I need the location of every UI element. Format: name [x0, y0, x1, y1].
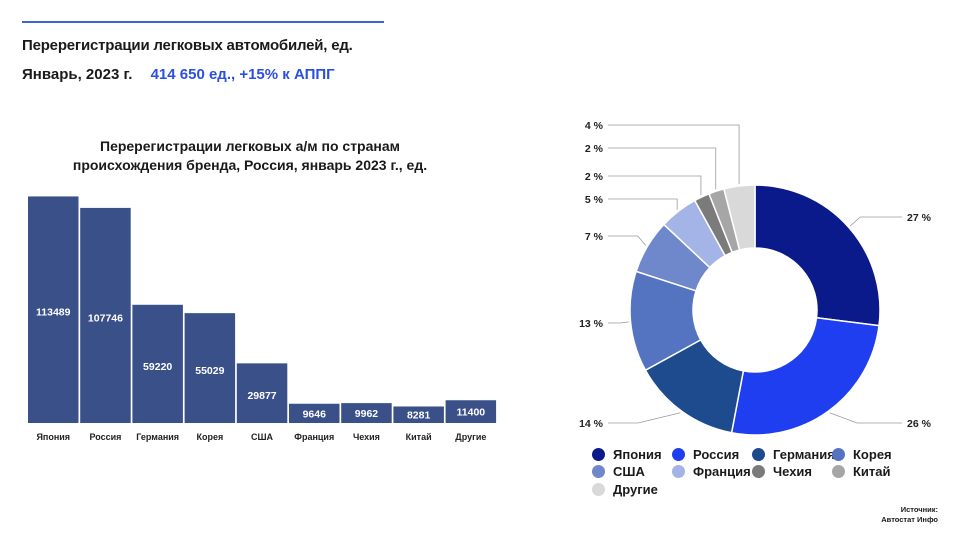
donut-leader-6: [608, 198, 678, 210]
legend-swatch-9: [592, 482, 605, 496]
legend-item-5: США: [592, 464, 672, 480]
bar-value-3: 59220: [143, 361, 172, 373]
donut-label-9: 4 %: [585, 120, 604, 132]
header-accent-line: [22, 21, 384, 23]
source-note: Источник: Автостат Инфо: [881, 505, 938, 525]
legend-item-6: Франция: [672, 464, 752, 480]
legend-label-5: США: [613, 464, 645, 479]
donut-label-6: 5 %: [585, 194, 604, 206]
legend-item-7: Чехия: [752, 464, 832, 480]
donut-slice-2: [730, 316, 880, 436]
bar-6: [289, 403, 340, 423]
legend-label-1: Япония: [613, 446, 662, 462]
legend-label-7: Чехия: [773, 464, 812, 479]
legend-swatch-4: [832, 447, 845, 461]
bar-8: [393, 406, 444, 423]
bar-category-8: Китай: [406, 432, 432, 442]
source-name: Автостат Инфо: [881, 515, 938, 524]
bar-category-1: Япония: [36, 432, 70, 442]
donut-label-7: 2 %: [585, 171, 604, 183]
bar-category-7: Чехия: [353, 432, 380, 442]
legend-swatch-7: [752, 465, 765, 478]
legend-item-3: Германия: [752, 446, 835, 462]
donut-label-5: 7 %: [585, 231, 604, 243]
donut-legend: Япония Россия Германия Корея США Франция Чехия…: [592, 446, 932, 499]
legend-label-2: Россия: [693, 446, 740, 462]
bar-1: [28, 196, 79, 423]
source-label: Источник:: [900, 505, 938, 514]
bar-value-1: 113489: [36, 307, 71, 319]
bar-value-6: 9646: [303, 408, 327, 420]
legend-item-1: Япония: [592, 446, 672, 462]
bar-chart-title: Перерегистрации легковых а/м по странам …: [60, 137, 440, 175]
legend-swatch-5: [592, 465, 605, 478]
bar-category-5: США: [251, 432, 274, 442]
legend-swatch-8: [832, 465, 845, 478]
donut-leader-3: [608, 412, 681, 424]
bar-chart: 113489 Япония 107746 Россия 59220 Германия 550…: [28, 196, 497, 442]
bar-category-6: Франция: [294, 432, 334, 442]
legend-item-8: Китай: [832, 464, 902, 480]
bar-2: [80, 207, 131, 423]
bar-category-3: Германия: [136, 432, 179, 442]
bar-3: [132, 304, 183, 423]
bar-category-9: Другие: [455, 432, 486, 442]
bar-9: [445, 400, 497, 423]
bar-value-9: 11400: [457, 407, 486, 419]
donut-slice-1: [754, 184, 881, 327]
donut-leader-5: [608, 235, 646, 246]
bar-value-4: 55029: [195, 365, 224, 377]
bar-5: [236, 363, 288, 423]
legend-label-4: Корея: [853, 446, 892, 462]
total-highlight: 414 650 ед., +15% к АППГ: [150, 66, 335, 83]
legend-label-3: Германия: [773, 446, 835, 462]
bar-chart-title-line-1: Перерегистрации легковых а/м по странам: [100, 138, 400, 154]
legend-item-9: Другие: [592, 481, 672, 497]
donut-leader-7: [608, 175, 702, 196]
bar-value-7: 9962: [355, 408, 379, 420]
bar-7: [341, 403, 392, 423]
period-line: Январь, 2023 г. 414 650 ед., +15% к АППГ: [22, 66, 335, 83]
bar-category-2: Россия: [89, 432, 121, 442]
donut-slice-9: [723, 184, 756, 251]
donut-label-2: 26 %: [907, 418, 932, 430]
legend-label-6: Франция: [693, 464, 751, 479]
legend-item-4: Корея: [832, 446, 902, 462]
bar-4: [184, 313, 236, 423]
donut-leader-9: [608, 124, 740, 185]
donut-leader-8: [608, 147, 717, 190]
donut-leader-4: [608, 321, 629, 324]
legend-label-8: Китай: [853, 464, 891, 479]
donut-label-4: 13 %: [579, 318, 604, 330]
donut-leader-2: [829, 412, 902, 424]
bar-chart-title-line-2: происхождения бренда, Россия, январь 202…: [72, 157, 428, 173]
bar-value-2: 107746: [88, 312, 123, 324]
legend-item-2: Россия: [672, 446, 752, 462]
donut-leader-1: [849, 216, 902, 227]
donut-label-1: 27 %: [907, 212, 932, 224]
period-label: Январь, 2023 г.: [22, 66, 133, 83]
donut-label-3: 14 %: [579, 418, 604, 430]
bar-value-5: 29877: [247, 390, 276, 402]
donut-chart: 27 % 26 % 14 % 13 % 7 % 5 % 2 % 2 % 4 %: [579, 120, 932, 436]
legend-swatch-6: [672, 465, 685, 478]
legend-swatch-3: [752, 447, 765, 461]
legend-swatch-2: [672, 447, 685, 461]
page-title: Перерегистрации легковых автомобилей, ед…: [22, 37, 353, 54]
bar-value-8: 8281: [407, 410, 431, 422]
legend-swatch-1: [592, 447, 605, 461]
bar-category-4: Корея: [196, 432, 223, 442]
donut-label-8: 2 %: [585, 143, 604, 155]
legend-label-9: Другие: [613, 481, 658, 497]
